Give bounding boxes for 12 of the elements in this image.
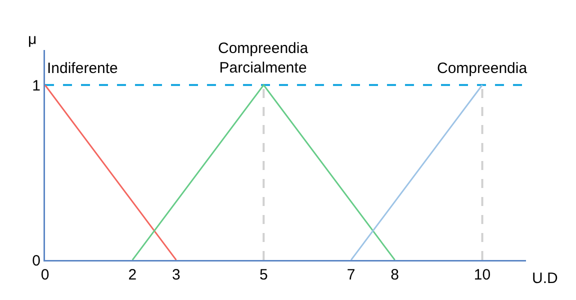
x-tick-label: 7 [346, 266, 356, 284]
y-tick-label: 1 [32, 77, 40, 94]
x-tick-label: 8 [390, 266, 399, 284]
x-tick-label: 10 [474, 266, 491, 284]
y-axis-title: μ [28, 31, 37, 48]
x-tick-label: 3 [172, 266, 180, 284]
x-tick-label: 2 [128, 266, 137, 284]
series-label: Indiferente [47, 60, 118, 77]
series-label: Compreendia Parcialmente [218, 40, 309, 76]
x-tick-label: 5 [259, 266, 268, 284]
x-axis-title: U.D [532, 270, 558, 287]
series-label: Compreendia [437, 60, 528, 77]
